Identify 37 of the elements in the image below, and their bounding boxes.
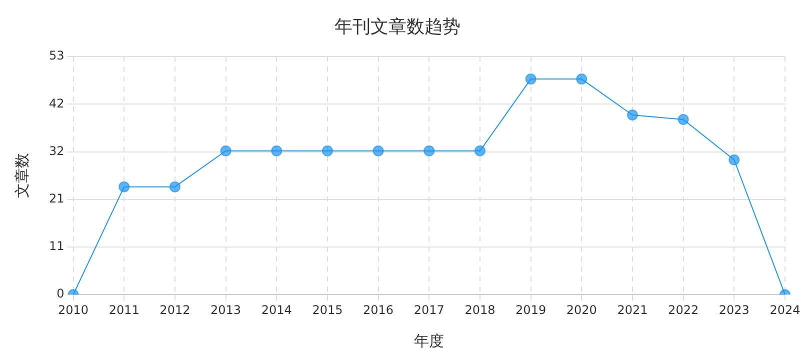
point [169,181,180,192]
x-tick-label: 2017 [414,302,444,317]
y-tick-label: 32 [48,144,64,158]
point [474,145,486,156]
x-tick-label: 2011 [108,302,140,317]
y-tick-label: 42 [48,96,64,110]
point [525,74,536,85]
x-tick-label: 2010 [58,302,89,317]
x-tick-label: 2016 [363,302,394,317]
x-tick-label: 2019 [516,302,546,317]
x-tick-label: 2021 [617,302,648,317]
point [118,181,130,192]
y-tick-label: 21 [48,192,64,206]
y-tick-label: 11 [48,239,64,254]
y-axis-title: 文章数 [12,153,31,198]
point [372,145,384,156]
x-axis-title: 年度 [414,332,444,350]
x-tick-label: 2013 [210,302,242,317]
point [424,145,435,156]
x-tick-label: 2020 [566,302,597,317]
x-tick-label: 2014 [261,302,292,317]
point [626,109,638,120]
point [728,154,740,166]
point [220,145,232,156]
x-tick-label: 2023 [718,302,750,317]
x-tick-label: 2022 [668,302,699,317]
x-tick-label: 2015 [312,302,343,317]
x-tick-label: 2018 [464,302,496,317]
point [271,145,282,156]
y-tick-label: 0 [56,286,64,301]
point [678,114,689,125]
x-tick-label: 2012 [160,302,190,317]
point [576,74,588,85]
y-tick-label: 53 [48,48,64,63]
point [322,145,333,156]
chart-title: 年刊文章数趋势 [334,16,460,38]
x-tick-label: 2024 [770,302,800,317]
